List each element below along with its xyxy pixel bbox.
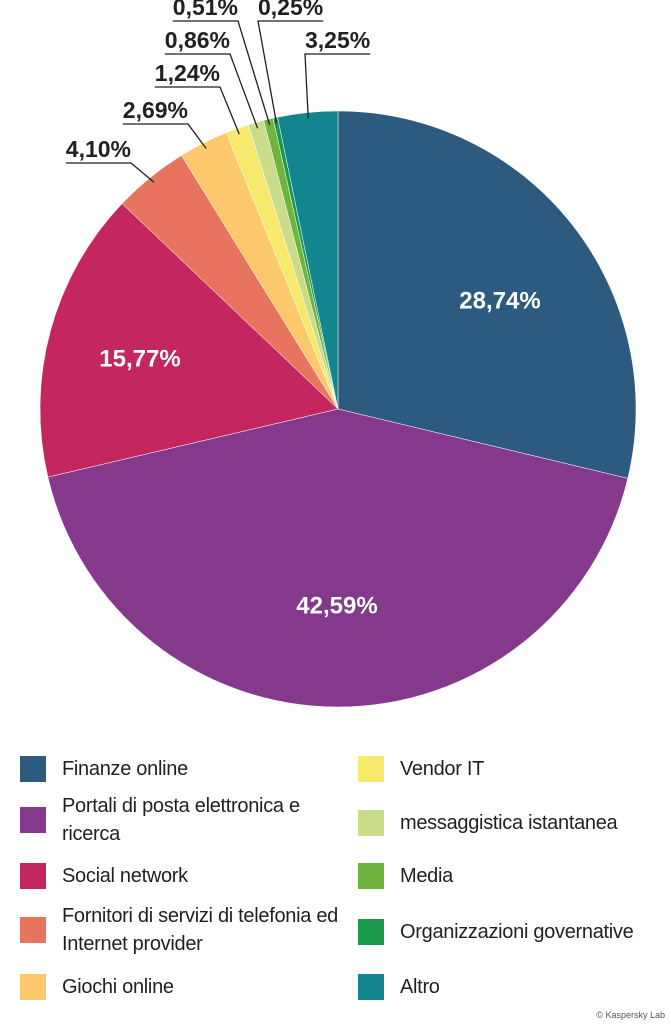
pie-slice xyxy=(337,110,637,479)
legend-swatch xyxy=(20,756,46,782)
value-label: 0,25% xyxy=(258,0,323,20)
legend-swatch xyxy=(20,917,46,943)
value-label: 0,86% xyxy=(165,27,230,53)
leader-line xyxy=(172,20,271,126)
legend-swatch xyxy=(358,919,384,945)
value-label: 28,74% xyxy=(459,287,540,314)
value-label: 4,10% xyxy=(66,136,131,162)
value-label: 15,77% xyxy=(99,345,180,372)
legend-swatch xyxy=(358,756,384,782)
legend-label: Portali di posta elettronica e ricerca xyxy=(62,795,300,845)
leader-line xyxy=(154,86,240,135)
legend-label: Giochi online xyxy=(62,976,174,998)
chart: 28,74% 42,59% 15,77% 4,10% 2,69% 1,24% 0,86% 0,… xyxy=(39,0,637,708)
value-label: 42,59% xyxy=(296,592,377,619)
legend-swatch xyxy=(358,863,384,889)
leader-line xyxy=(257,20,324,124)
leader-line xyxy=(164,53,259,129)
legend-label: Fornitori di servizi di telefonia ed Int… xyxy=(62,905,338,955)
value-label: 0,51% xyxy=(173,0,238,20)
leader-line xyxy=(65,162,155,183)
legend-label: Altro xyxy=(400,976,440,998)
legend-label: Social network xyxy=(62,865,188,887)
legend-swatch xyxy=(20,807,46,833)
legend-swatch xyxy=(20,974,46,1000)
pie-slice xyxy=(39,203,339,478)
leader-line xyxy=(304,53,371,119)
pie-slice xyxy=(47,408,629,708)
legend-swatch xyxy=(20,863,46,889)
legend-label: Vendor IT xyxy=(400,758,485,780)
leader-line xyxy=(122,123,207,149)
legend-label: messaggistica istantanea xyxy=(400,812,618,834)
legend-label: Finanze online xyxy=(62,758,188,780)
legend-label: Organizzazioni governative xyxy=(400,921,634,943)
credit: © Kaspersky Lab xyxy=(596,1010,665,1020)
value-label: 3,25% xyxy=(305,27,370,53)
legend-swatch xyxy=(358,974,384,1000)
legend-swatch xyxy=(358,810,384,836)
value-label: 2,69% xyxy=(123,97,188,123)
legend-label: Media xyxy=(400,865,453,887)
value-label: 1,24% xyxy=(155,60,220,86)
